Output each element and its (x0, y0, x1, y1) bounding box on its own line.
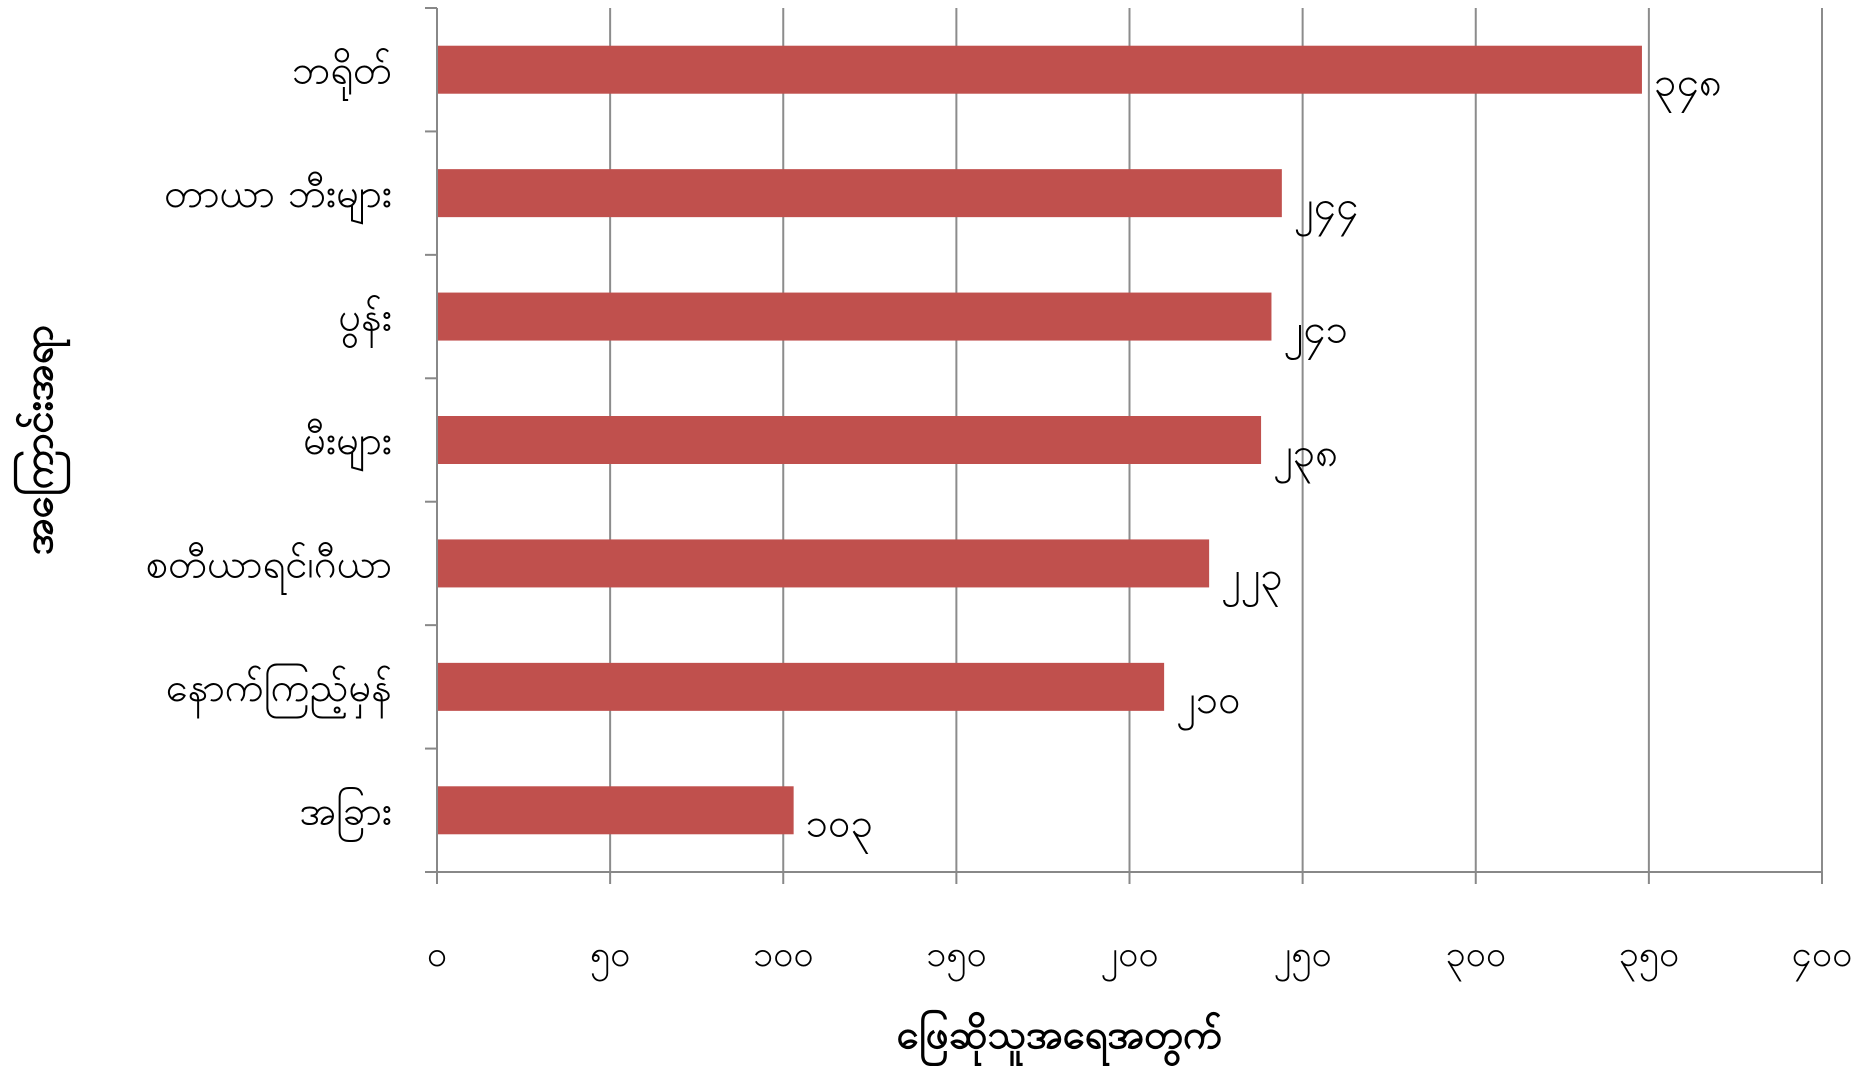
data-label: ၂၂၃ (1221, 553, 1283, 607)
category-label: အခြား (299, 787, 392, 842)
x-tick-label: ၁၅၀ (926, 934, 987, 982)
data-label: ၂၄၁ (1283, 307, 1348, 361)
category-label: စတီယာရင်၊ဂီယာ (146, 541, 392, 595)
y-axis-title: အကြောင်းအရာ (14, 325, 71, 555)
x-tick-label: ၃၀၀ (1445, 934, 1506, 982)
axes (425, 8, 1822, 873)
bar (437, 416, 1262, 464)
category-label: တာယာ ဘီးများ (164, 171, 392, 225)
bar (437, 169, 1282, 218)
data-label: ၁၀၃ (806, 800, 874, 854)
category-label: ဘရိုတ် (292, 48, 392, 102)
data-label: ၂၄၄ (1294, 183, 1359, 237)
x-tick-label: ၁၀၀ (753, 934, 814, 975)
bar (437, 292, 1272, 341)
data-label: ၂၁၀ (1176, 677, 1241, 731)
x-tick-labels: ၀ ၅၀ ၁၀၀ ၁၅၀ ၂၀၀ ၂၅၀ ၃၀၀ ၃၅၀ ၄၀၀ (427, 934, 1853, 982)
bar (437, 539, 1210, 588)
x-tick-label: ၄၀၀ (1792, 934, 1853, 982)
x-tick-label: ၅၀ (590, 934, 631, 982)
category-labels: ဘရိုတ်တာယာ ဘီးများပွန်းမီးများစတီယာရင်၊ဂ… (146, 48, 392, 843)
x-tick-label: ၀ (427, 934, 447, 975)
x-axis-title: ဖြေဆိုသူအရေအတွက် (897, 1010, 1223, 1066)
x-tick-label: ၃၅၀ (1619, 934, 1680, 982)
category-label: မီးများ (303, 418, 392, 472)
x-tick-label: ၂၀၀ (1100, 934, 1158, 982)
data-label: ၂၃၈ (1273, 430, 1338, 484)
bar (437, 786, 794, 835)
category-label: ပွန်း (338, 295, 392, 349)
bars (437, 45, 1642, 835)
data-label: ၃၄၈ (1654, 60, 1722, 114)
category-label: နောက်ကြည့်မှန် (166, 664, 392, 719)
bar (437, 45, 1642, 94)
x-tick-label: ၂၅၀ (1274, 934, 1332, 982)
bar (437, 662, 1165, 711)
